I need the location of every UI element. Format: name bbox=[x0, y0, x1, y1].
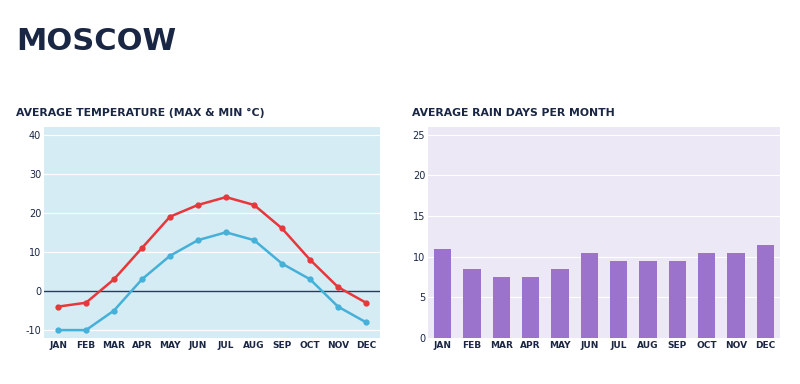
Text: MOSCOW: MOSCOW bbox=[16, 27, 176, 56]
Bar bbox=[698, 253, 715, 338]
Bar bbox=[463, 269, 481, 338]
Bar bbox=[757, 245, 774, 338]
Bar bbox=[551, 269, 569, 338]
Bar bbox=[639, 261, 657, 338]
Bar bbox=[669, 261, 686, 338]
Text: AVERAGE RAIN DAYS PER MONTH: AVERAGE RAIN DAYS PER MONTH bbox=[412, 108, 614, 118]
Bar bbox=[522, 277, 539, 338]
Bar bbox=[493, 277, 510, 338]
Bar bbox=[434, 248, 451, 338]
Bar bbox=[727, 253, 745, 338]
Text: AVERAGE TEMPERATURE (MAX & MIN °C): AVERAGE TEMPERATURE (MAX & MIN °C) bbox=[16, 108, 265, 118]
Bar bbox=[610, 261, 627, 338]
Bar bbox=[581, 253, 598, 338]
